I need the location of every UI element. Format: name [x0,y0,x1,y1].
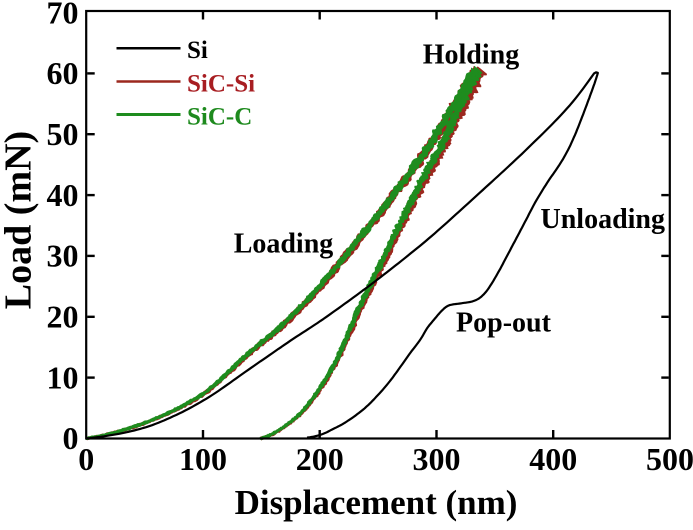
svg-text:40: 40 [47,177,79,213]
svg-text:SiC-Si: SiC-Si [187,71,255,98]
svg-text:300: 300 [413,441,461,477]
svg-text:Load (mN): Load (mN) [0,131,40,309]
svg-text:0: 0 [63,420,79,456]
svg-text:0: 0 [78,441,94,477]
svg-text:Pop-out: Pop-out [456,308,552,339]
svg-text:200: 200 [296,441,344,477]
svg-text:SiC-C: SiC-C [187,104,252,131]
svg-text:10: 10 [47,359,79,395]
svg-text:Si: Si [187,37,208,64]
svg-text:70: 70 [47,0,79,30]
svg-text:Displacement (nm): Displacement (nm) [235,483,518,522]
svg-text:30: 30 [47,238,79,274]
svg-text:20: 20 [47,299,79,335]
svg-text:400: 400 [529,441,577,477]
svg-text:Unloading: Unloading [541,204,666,235]
svg-text:500: 500 [646,441,693,477]
svg-text:Loading: Loading [234,229,334,260]
svg-text:50: 50 [47,116,79,152]
svg-text:Holding: Holding [423,40,519,71]
svg-text:100: 100 [179,441,227,477]
svg-text:60: 60 [47,55,79,91]
